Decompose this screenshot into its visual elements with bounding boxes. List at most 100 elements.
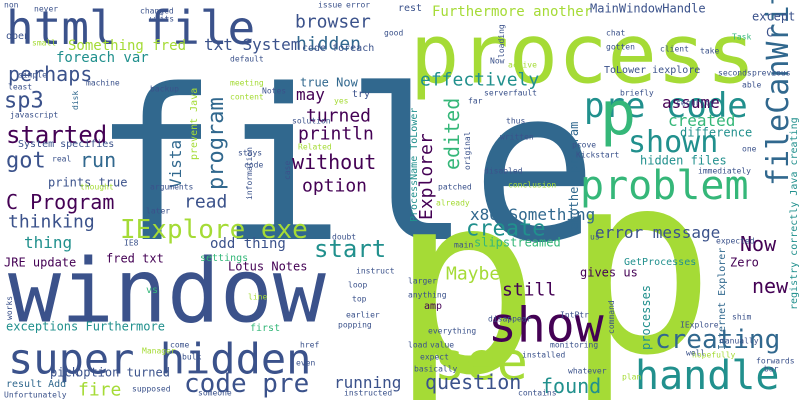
cloud-word: chat [606,28,626,38]
cloud-word: true Now [300,75,358,90]
cloud-word: content [230,92,264,102]
cloud-word: one [742,144,757,154]
cloud-word: arguments [150,182,194,192]
cloud-word: still [502,279,557,301]
cloud-word: far [468,96,483,106]
cloud-word: Notes [262,86,287,96]
cloud-word: disabled [484,166,523,176]
cloud-word: another program [567,121,581,230]
cloud-word: disappear [488,314,532,324]
cloud-word: fire [78,379,122,400]
cloud-word: non [4,0,19,10]
cloud-word: hopefully [692,350,736,360]
cloud-word: odd thing [210,235,286,252]
cloud-word: gotten [606,42,635,52]
cloud-word: pick [50,365,79,380]
cloud-word: waits [150,14,175,24]
cloud-word: file [92,44,598,289]
cloud-word: value [430,340,455,350]
cloud-word: except [752,9,796,24]
cloud-word: IE8 [124,238,139,248]
cloud-word: found [541,374,602,398]
cloud-word: seconds [718,68,752,78]
cloud-word: disk [71,90,80,110]
cloud-word: us [590,232,600,242]
cloud-word: loading [497,24,506,58]
cloud-word: read [184,191,228,213]
cloud-word: immediately [698,166,751,176]
cloud-word: gives us [580,265,638,280]
cloud-word: hidden [296,33,362,55]
cloud-word: main [454,240,474,250]
cloud-word: written [500,132,534,142]
cloud-word: shown [628,125,719,160]
cloud-word: code [244,160,264,170]
cloud-word: href [300,340,320,350]
cloud-word: code foreach [302,43,375,54]
cloud-word: thinking [8,211,95,233]
cloud-word: previous [752,68,791,78]
cloud-word: create [466,216,546,242]
cloud-word: run [80,148,117,172]
cloud-word: Furthermore another [432,3,593,20]
cloud-word: case [283,160,292,180]
cloud-word: see [434,332,528,393]
cloud-word: turned [306,105,372,127]
cloud-word: perhaps [8,62,93,86]
cloud-word: vs [146,285,159,296]
cloud-word: expected [716,236,755,246]
cloud-word: question [425,370,522,394]
cloud-word: effectively [420,69,540,91]
cloud-word: show [488,297,604,354]
cloud-word: edited [440,97,464,170]
cloud-word: able [742,80,762,90]
cloud-word: handle [635,353,780,399]
cloud-word: Kickstart [576,150,620,160]
cloud-word: meeting [230,78,264,88]
cloud-word: open [6,31,31,42]
cloud-word: may [296,85,325,105]
cloud-word: thought [80,182,114,192]
cloud-word: least [8,82,33,92]
cloud-word: issue [318,0,343,10]
cloud-word: machine [86,78,120,88]
cloud-word: line [248,292,268,302]
cloud-word: thing [24,233,73,253]
cloud-word: Explorer [416,133,437,220]
cloud-word: IExplore [680,320,719,330]
cloud-word: start [314,234,387,263]
cloud-word: settings [200,253,249,264]
cloud-word: IExplore exe [120,215,308,246]
cloud-word: Maybe [446,263,501,285]
cloud-word: come [170,340,190,350]
cloud-word: p [565,119,716,400]
cloud-word: instruct [356,266,395,276]
cloud-word: sp3 [4,88,44,114]
cloud-word: prove [572,140,597,150]
cloud-word: Task [732,32,752,42]
cloud-word: top [352,294,367,304]
cloud-word: instructed [344,388,393,398]
cloud-word: error [346,0,371,10]
cloud-word: installed [522,350,566,360]
cloud-word: window [8,239,326,343]
cloud-word: works [5,295,14,320]
cloud-word: txt System [204,35,301,55]
cloud-word: JRE update [4,255,77,270]
cloud-word: try [352,89,371,100]
cloud-word: serverfault [484,88,537,98]
cloud-word: ProcessName ToLower [409,107,420,222]
cloud-word: take [700,46,720,56]
cloud-word: fred txt [106,251,164,266]
cloud-word: never [34,4,59,14]
cloud-word: started [6,120,108,149]
cloud-word: active [508,60,537,70]
cloud-word: loop [348,280,368,290]
cloud-word: original [463,131,472,170]
cloud-word: System specifies [18,139,115,150]
cloud-word: option turned [76,365,170,380]
cloud-word: prevent Java [189,87,200,160]
cloud-word: running [334,373,402,393]
cloud-word: conclusion [508,180,557,190]
